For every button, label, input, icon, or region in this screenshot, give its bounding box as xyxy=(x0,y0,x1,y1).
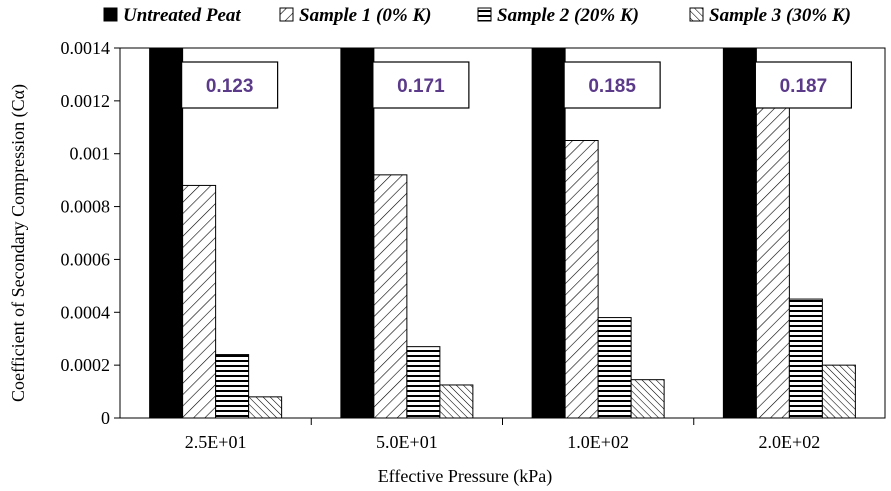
legend-label: Sample 2 (20% K) xyxy=(497,5,639,26)
bar-sample-1-0-k xyxy=(564,140,599,419)
bar-sample-2-20-k xyxy=(597,317,632,419)
y-tick-label: 0.0012 xyxy=(61,91,111,111)
y-axis: 0 0.0002 0.0004 0.0006 0.0008 0.001 0.0012 0.00… xyxy=(61,38,120,428)
x-tick-label: 2.0E+02 xyxy=(759,432,821,452)
bar-sample-3-30-k xyxy=(439,384,474,419)
y-tick-label: 0.0004 xyxy=(61,302,111,322)
bar-untreated-peat xyxy=(722,47,757,419)
annotation-box: 0.187 xyxy=(754,61,852,109)
plot-area: 0.123 0.171 0.185 0.187 xyxy=(119,47,886,419)
bar-sample-3-30-k xyxy=(630,379,665,419)
y-axis-title: Coefficient of Secondary Compression (Cα… xyxy=(8,84,29,402)
bar-sample-2-20-k xyxy=(788,298,823,419)
legend-label: Sample 3 (30% K) xyxy=(709,5,851,26)
bar-sample-2-20-k xyxy=(215,354,250,419)
y-tick-label: 0.0014 xyxy=(61,38,111,58)
legend-item: Untreated Peat xyxy=(103,5,241,26)
bar-untreated-peat xyxy=(531,47,566,419)
bar-sample-1-0-k xyxy=(373,174,408,419)
legend-swatch xyxy=(477,7,492,22)
legend-item: Sample 3 (30% K) xyxy=(689,5,851,26)
bar-sample-1-0-k xyxy=(182,184,217,419)
x-tick-label: 2.5E+01 xyxy=(185,432,247,452)
annotation-value: 0.187 xyxy=(780,76,828,97)
annotation-value: 0.185 xyxy=(588,76,636,97)
y-tick-label: 0.001 xyxy=(70,144,111,164)
legend-swatch xyxy=(689,7,704,22)
x-tick-label: 1.0E+02 xyxy=(567,432,629,452)
chart-legend: Untreated Peat Sample 1 (0% K) Sample 2 (2… xyxy=(103,5,851,26)
y-tick-label: 0.0008 xyxy=(61,197,111,217)
legend-label: Sample 1 (0% K) xyxy=(299,5,431,26)
bar-sample-3-30-k xyxy=(821,364,856,419)
x-tick-label: 5.0E+01 xyxy=(376,432,438,452)
legend-label: Untreated Peat xyxy=(123,5,241,26)
y-tick-label: 0.0006 xyxy=(61,249,111,269)
legend-swatch xyxy=(279,7,294,22)
bar-untreated-peat xyxy=(149,47,184,419)
legend-item: Sample 2 (20% K) xyxy=(477,5,639,26)
bar-sample-1-0-k xyxy=(755,73,790,419)
annotation-value: 0.171 xyxy=(397,76,445,97)
bar-sample-3-30-k xyxy=(248,396,283,419)
annotation-box: 0.185 xyxy=(563,61,661,109)
y-tick-label: 0 xyxy=(101,408,110,428)
annotation-box: 0.123 xyxy=(181,61,279,109)
bar-untreated-peat xyxy=(340,47,375,419)
x-axis: 2.5E+01 5.0E+01 1.0E+02 2.0E+02 xyxy=(185,418,820,452)
legend-item: Sample 1 (0% K) xyxy=(279,5,431,26)
annotation-box: 0.171 xyxy=(372,61,470,109)
annotation-value: 0.123 xyxy=(206,76,254,97)
x-axis-title: Effective Pressure (kPa) xyxy=(378,466,553,487)
legend-swatch xyxy=(103,7,118,22)
bar-sample-2-20-k xyxy=(406,346,441,419)
y-tick-label: 0.0002 xyxy=(61,355,111,375)
